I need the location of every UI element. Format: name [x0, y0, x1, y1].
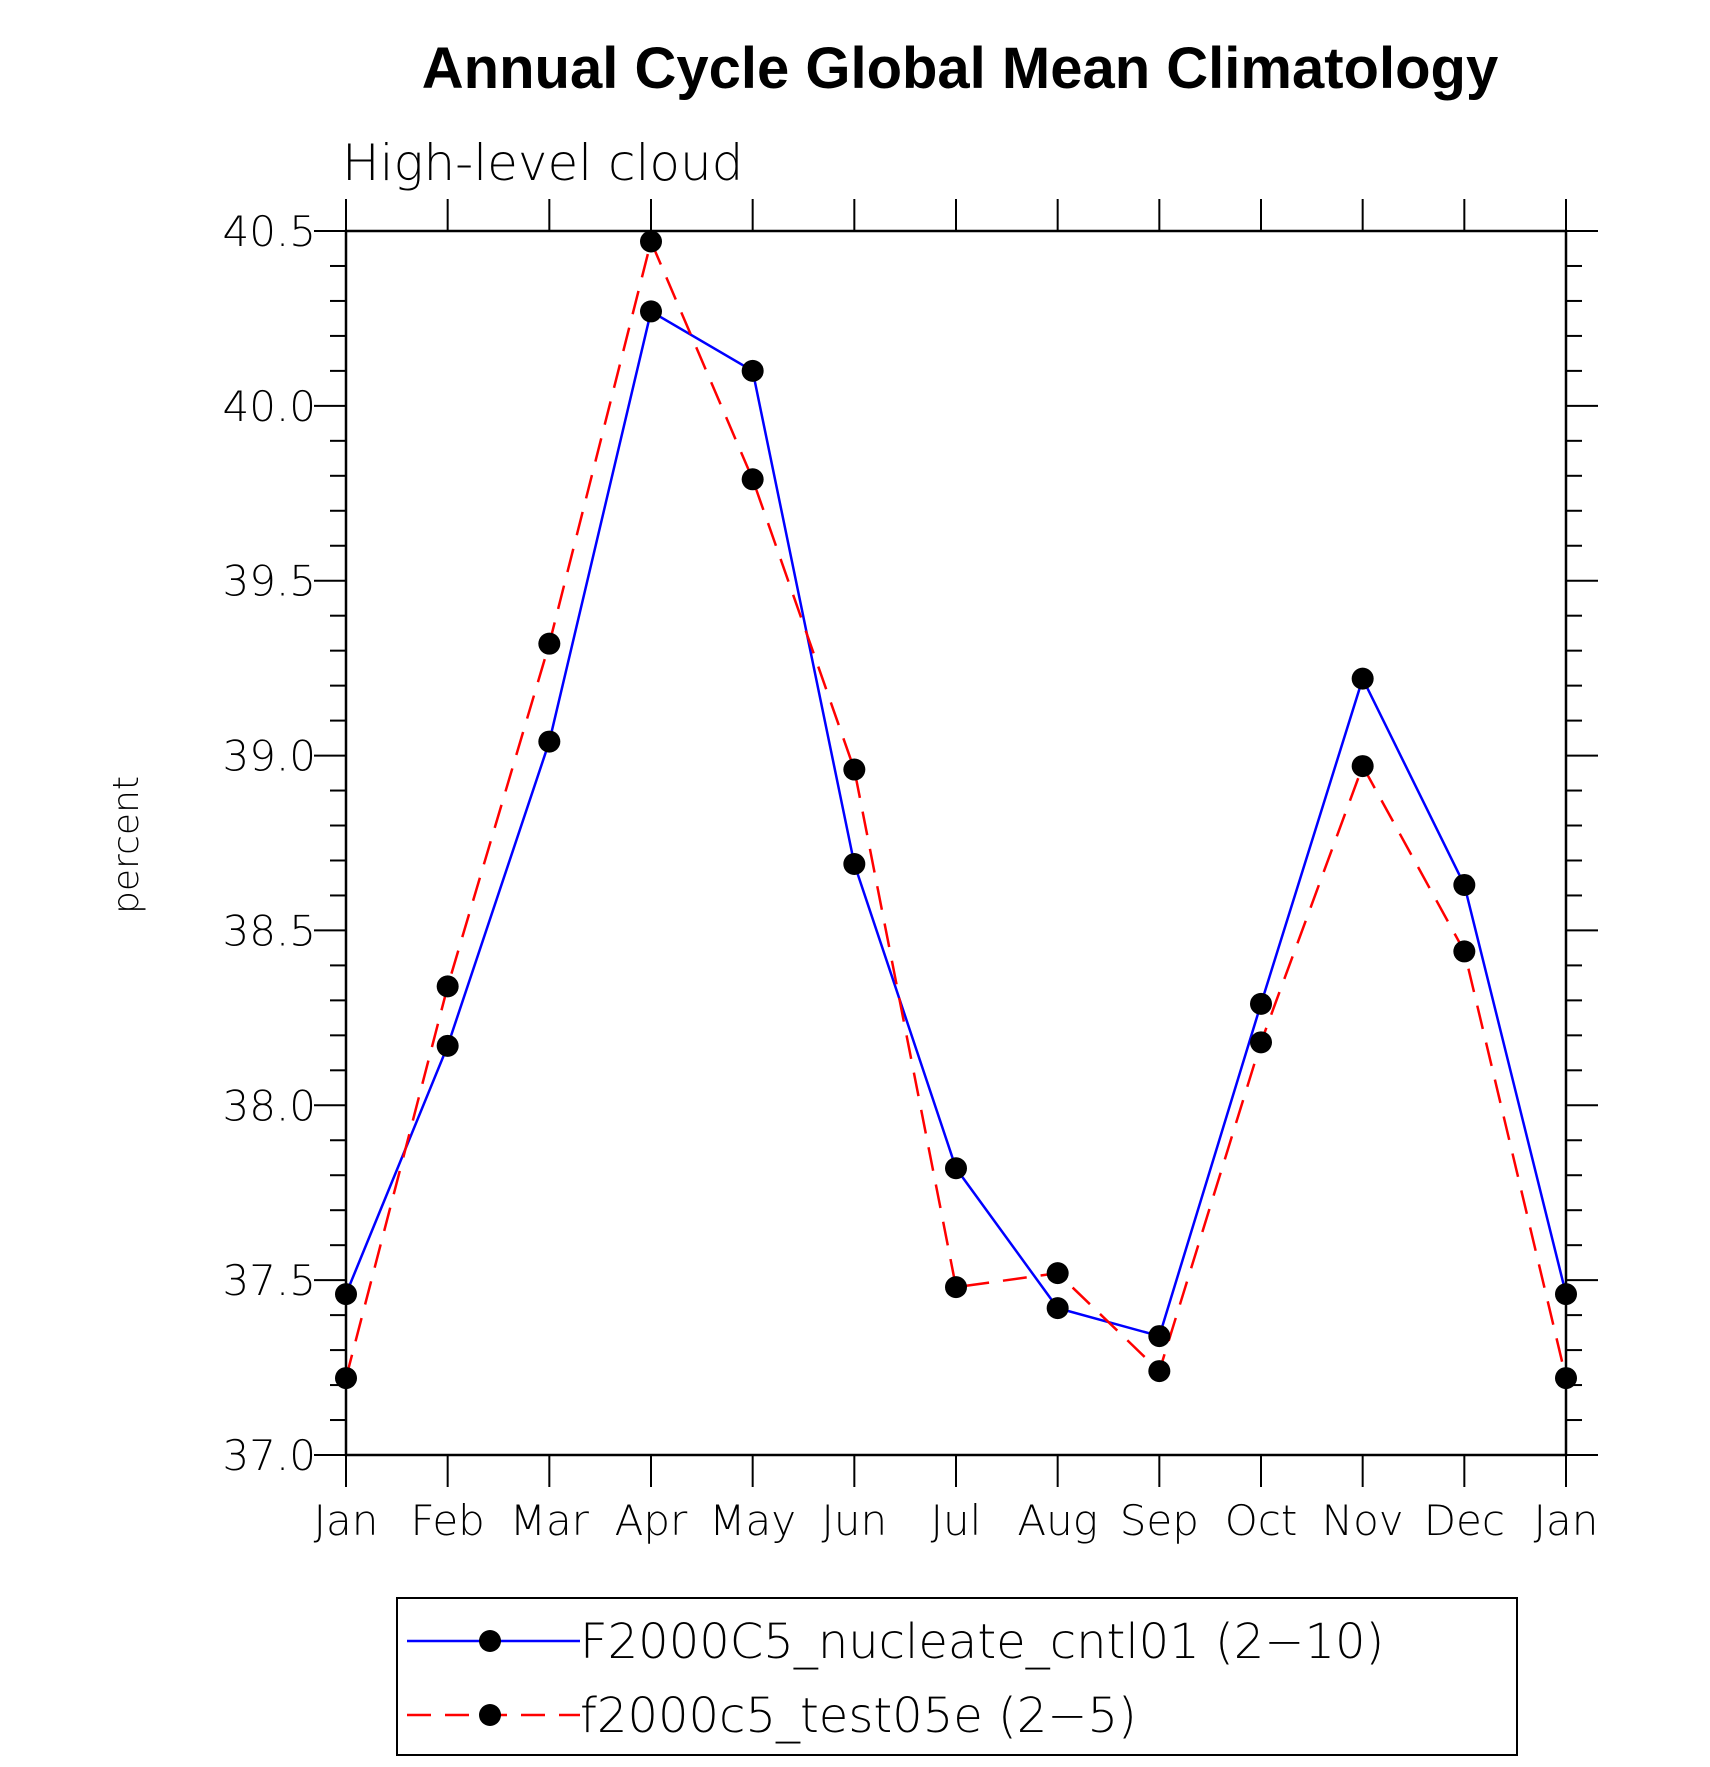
series-1-point [1250, 992, 1272, 1015]
series-2-point [1148, 1360, 1171, 1383]
y-tick-label: 40.5 [222, 207, 316, 256]
x-tick-label: Mar [510, 1496, 590, 1545]
series-1-point [1453, 873, 1476, 896]
legend-label-series-2: f2000c5_test05e (2−5) [580, 1688, 1137, 1744]
series-2-point [436, 975, 459, 998]
y-tick-label: 37.0 [222, 1431, 316, 1480]
series-2-point [1453, 940, 1476, 963]
series-1-point [741, 359, 764, 382]
x-tick-label: Jan [1534, 1496, 1599, 1545]
x-tick-label: Aug [1017, 1496, 1098, 1545]
x-tick-label: Jun [822, 1496, 888, 1545]
series-1-point [1555, 1283, 1577, 1306]
series-2-point [741, 468, 764, 491]
y-tick-label: 40.0 [222, 382, 316, 431]
series-1-point [843, 852, 866, 875]
series-2-point [1351, 755, 1374, 778]
y-tick-label: 38.0 [222, 1081, 316, 1130]
series-2-point [538, 632, 561, 655]
series-1-point [1046, 1297, 1069, 1320]
legend-label-series-1: F2000C5_nucleate_cntl01 (2−10) [580, 1614, 1384, 1670]
legend: F2000C5_nucleate_cntl01 (2−10) f2000c5_t… [396, 1597, 1518, 1756]
y-tick-label: 38.5 [222, 906, 316, 955]
x-tick-label: Feb [410, 1496, 484, 1545]
series-2-point [1046, 1262, 1069, 1285]
series-1-point [436, 1034, 459, 1057]
series-2-point [1555, 1367, 1577, 1390]
series-2-point [945, 1276, 967, 1299]
series-2-point [843, 758, 866, 781]
x-tick-label: Jul [931, 1496, 982, 1545]
y-tick-label: 39.5 [222, 557, 316, 606]
series-line-1 [344, 309, 1568, 1338]
x-tick-label: Sep [1120, 1496, 1199, 1545]
legend-marker-series-2 [479, 1704, 501, 1726]
chart-title: Annual Cycle Global Mean Climatology [422, 36, 1498, 101]
series-1-point [640, 300, 662, 323]
x-tick-label: Dec [1424, 1496, 1505, 1545]
series-2-point [335, 1367, 357, 1390]
series-2-point [1250, 1031, 1272, 1054]
series-1-point [335, 1283, 357, 1306]
x-tick-label: Jan [314, 1496, 379, 1545]
y-axis-label: percent [106, 776, 147, 914]
x-tick-label: Apr [615, 1496, 688, 1545]
x-tick-label: Nov [1322, 1496, 1404, 1545]
plot-axes: 37.0 37.5 38.0 38.5 39.0 39.5 40.0 40.5 Jan Feb Ma… [222, 199, 1598, 1545]
x-tick-label: May [709, 1496, 796, 1545]
series-2-point [640, 230, 662, 253]
legend-box [396, 1597, 1518, 1756]
y-tick-label: 37.5 [222, 1256, 316, 1305]
plot-frame [344, 229, 1568, 1457]
chart-subtitle: High-level cloud [342, 134, 743, 192]
series-layer [335, 230, 1577, 1390]
x-tick-label: Oct [1225, 1496, 1298, 1545]
y-tick-label: 39.0 [222, 732, 316, 781]
legend-marker-series-1 [479, 1630, 501, 1652]
series-line-2 [344, 237, 1568, 1379]
series-1-point [1148, 1325, 1171, 1348]
series-1-point [945, 1157, 967, 1180]
series-1-point [1351, 667, 1374, 690]
series-1-point [538, 730, 561, 753]
